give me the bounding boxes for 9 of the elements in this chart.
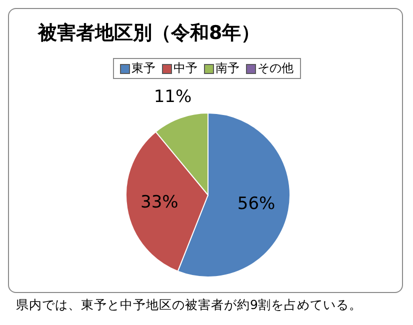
text: 県内では、東予と中予地区の被害者が約9割を占めている。 [16,297,362,314]
chart-title: 被害者地区別（令和8年） [38,21,260,46]
data-label: 56% [237,194,276,214]
data-label: 11% [154,87,192,108]
legend-label: 東予 [130,60,156,77]
legend-label: 中予 [172,60,198,77]
legend-label: その他 [256,60,294,77]
legend-label: 南予 [214,60,240,77]
data-label: 33% [140,192,178,213]
